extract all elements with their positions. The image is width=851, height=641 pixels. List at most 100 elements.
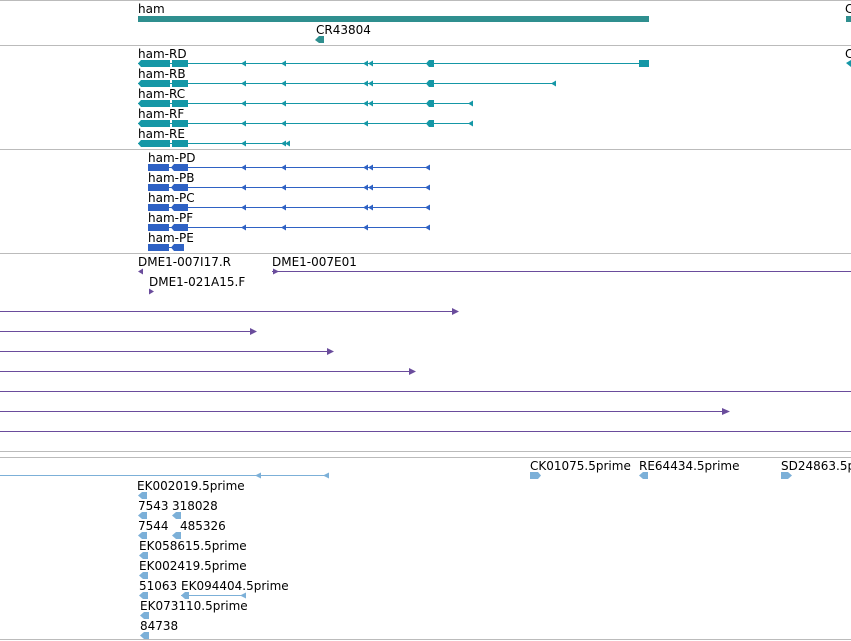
protein-exon <box>148 244 169 251</box>
strand-arrow <box>241 80 246 87</box>
est-arrow-318028[interactable] <box>172 512 181 519</box>
est-arrow-ek002419[interactable] <box>139 572 148 579</box>
est-label: 318028 <box>172 499 218 513</box>
gene-track: ham C CR43804 <box>138 2 851 43</box>
est-label: 84738 <box>140 619 178 633</box>
est-arrow-ek058615[interactable] <box>139 552 148 559</box>
cdna-arrow-dme1-007i17[interactable] <box>138 268 143 275</box>
strand-arrow <box>281 100 286 107</box>
strand-arrow <box>363 120 368 127</box>
transcript-edge-arrow[interactable] <box>846 60 851 67</box>
protein-track: ham-PD ham-PB ham-PC <box>148 151 430 251</box>
cdna-track: DME1-007I17.R DME1-007E01 DME1-021A15.F <box>0 255 851 432</box>
divider-bottom <box>0 639 851 640</box>
divider-protein-track <box>0 253 851 254</box>
strand-arrow <box>363 164 368 171</box>
strand-arrow <box>281 140 286 147</box>
transcript-exon <box>138 80 170 87</box>
est-label: EK058615.5prime <box>139 539 247 553</box>
est-arrow-ek002019[interactable] <box>138 492 147 499</box>
transcript-exon <box>426 60 434 67</box>
protein-label: ham-PC <box>148 191 195 205</box>
protein-ham-pd[interactable]: ham-PD <box>148 151 430 171</box>
strand-arrow <box>240 592 246 599</box>
est-label: 51063 <box>139 579 177 593</box>
protein-exon <box>171 244 184 251</box>
protein-ham-pe[interactable]: ham-PE <box>148 231 194 251</box>
transcript-exon <box>426 100 434 107</box>
transcript-exon <box>138 60 170 67</box>
strand-arrow <box>425 184 430 191</box>
protein-exon <box>148 224 169 231</box>
transcript-ham-rc[interactable]: ham-RC <box>138 87 473 107</box>
strand-arrow <box>241 100 246 107</box>
strand-arrow <box>363 60 368 67</box>
transcript-ham-re[interactable]: ham-RE <box>138 127 290 147</box>
protein-exon <box>148 164 169 171</box>
est-arrow-ck01075[interactable] <box>530 472 541 479</box>
est-arrow-485326[interactable] <box>172 532 181 539</box>
cdna-label: DME1-007I17.R <box>138 255 231 269</box>
transcript-exon <box>172 80 188 87</box>
cr-label: CR43804 <box>316 23 371 37</box>
divider-transcript-track <box>0 149 851 150</box>
strand-arrow <box>241 60 246 67</box>
transcript-ham-rd[interactable]: ham-RD <box>138 47 649 67</box>
protein-exon <box>171 204 188 211</box>
transcript-track: C ham-RD ham-RB <box>138 47 851 147</box>
est-arrow-7543[interactable] <box>138 512 147 519</box>
protein-ham-pc[interactable]: ham-PC <box>148 191 430 211</box>
strand-arrow <box>551 80 556 87</box>
strand-arrow <box>281 204 286 211</box>
est-arrow-sd24863[interactable] <box>781 472 792 479</box>
transcript-ham-rf[interactable]: ham-RF <box>138 107 473 127</box>
strand-arrow <box>250 328 257 335</box>
protein-ham-pf[interactable]: ham-PF <box>148 211 430 231</box>
transcript-label: ham-RC <box>138 87 185 101</box>
transcript-exon <box>172 120 188 127</box>
divider-cdna-track <box>0 451 851 452</box>
est-arrow-re64434[interactable] <box>639 472 648 479</box>
strand-arrow <box>255 472 261 479</box>
transcript-exon <box>138 100 170 107</box>
est-arrow-ek073110[interactable] <box>140 612 149 619</box>
cdna-label: DME1-021A15.F <box>149 275 245 289</box>
cdna-arrow-dme1-021a15[interactable] <box>149 288 154 295</box>
transcript-exon <box>138 120 170 127</box>
transcript-exon <box>639 60 649 67</box>
strand-arrow <box>281 60 286 67</box>
est-arrow-84738[interactable] <box>140 632 149 639</box>
protein-label: ham-PD <box>148 151 195 165</box>
strand-arrow <box>425 204 430 211</box>
est-exon <box>181 592 189 599</box>
gene-bar-edge[interactable] <box>846 16 851 22</box>
protein-label: ham-PE <box>148 231 194 245</box>
protein-exon <box>148 184 169 191</box>
transcript-exon <box>138 140 170 147</box>
gene-label: ham <box>138 2 165 16</box>
transcript-exon <box>426 80 434 87</box>
est-arrow-7544[interactable] <box>138 532 147 539</box>
transcript-edge-label: C <box>845 47 851 61</box>
strand-arrow <box>281 184 286 191</box>
est-label: EK073110.5prime <box>140 599 248 613</box>
strand-arrow <box>323 472 329 479</box>
strand-arrow <box>363 224 368 231</box>
est-arrow-51063[interactable] <box>139 592 148 599</box>
strand-arrow <box>273 268 279 275</box>
strand-arrow <box>363 80 368 87</box>
strand-arrow <box>241 224 246 231</box>
divider-est-track-top <box>0 457 851 458</box>
protein-ham-pb[interactable]: ham-PB <box>148 171 430 191</box>
transcript-ham-rb[interactable]: ham-RB <box>138 67 556 87</box>
est-label: 7544 <box>138 519 169 533</box>
strand-arrow <box>368 184 373 191</box>
strand-arrow <box>409 368 416 375</box>
cr43804-arrow[interactable] <box>315 36 324 43</box>
cdna-label: DME1-007E01 <box>272 255 357 269</box>
strand-arrow <box>241 184 246 191</box>
est-label: SD24863.5p <box>781 459 851 473</box>
est-label: RE64434.5prime <box>639 459 740 473</box>
gene-bar-ham[interactable] <box>138 16 649 22</box>
divider-top <box>0 0 851 1</box>
